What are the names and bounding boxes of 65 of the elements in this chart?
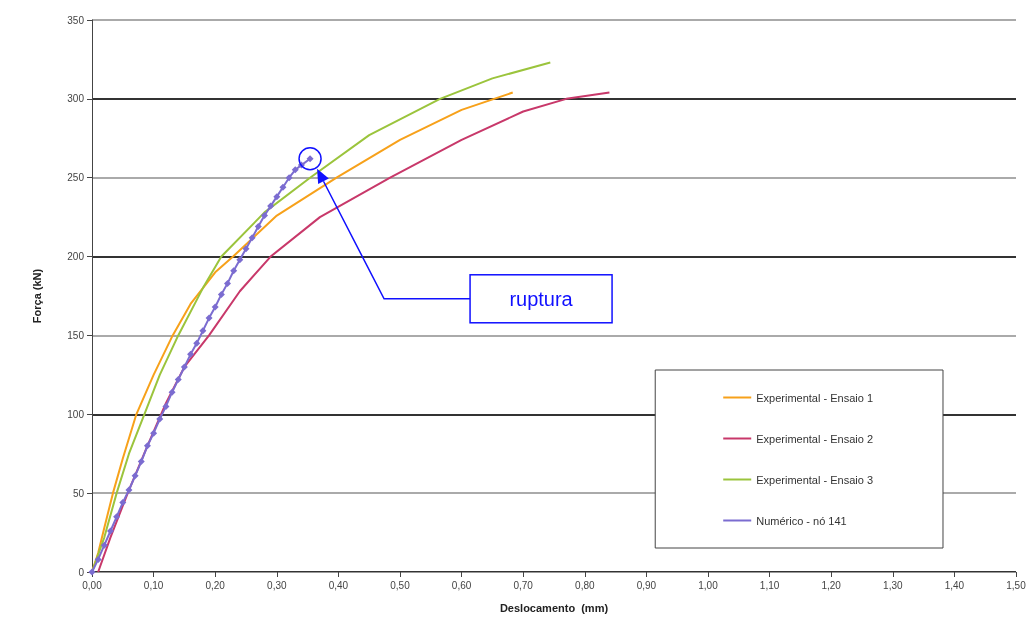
legend-label: Experimental - Ensaio 1 <box>756 391 873 404</box>
point <box>119 499 127 507</box>
y-tick-label: 200 <box>67 251 85 263</box>
point <box>150 429 158 437</box>
point <box>236 256 244 264</box>
point <box>180 363 188 371</box>
y-tick-label: 150 <box>67 329 85 341</box>
point <box>94 555 102 563</box>
point <box>267 202 275 210</box>
annotation: ruptura <box>509 287 574 310</box>
x-tick-label: 0,80 <box>575 579 595 591</box>
point <box>291 166 299 174</box>
point <box>162 402 170 410</box>
point <box>254 223 262 231</box>
point <box>168 388 176 396</box>
x-axis-title: Deslocamento (mm) <box>499 601 609 614</box>
point <box>217 290 225 298</box>
y-axis-title: Força (kN) <box>30 268 43 324</box>
y-tick-label: 300 <box>67 93 85 105</box>
point <box>187 350 195 358</box>
x-tick-label: 1,50 <box>1006 579 1027 591</box>
x-tick-label: 0,10 <box>143 579 164 591</box>
point <box>285 174 293 182</box>
x-tick-label: 0,30 <box>267 579 287 591</box>
point <box>106 527 114 535</box>
point <box>193 339 201 347</box>
x-tick-label: 0,90 <box>636 579 657 591</box>
x-tick-label: 0,50 <box>390 579 411 591</box>
x-tick-label: 0,00 <box>82 579 103 591</box>
point <box>131 472 139 480</box>
legend-label: Experimental - Ensaio 2 <box>756 432 873 445</box>
point <box>273 193 281 201</box>
x-tick-label: 1,40 <box>944 579 965 591</box>
point <box>260 212 268 220</box>
x-tick-label: 1,00 <box>698 579 719 591</box>
x-tick-label: 1,30 <box>883 579 903 591</box>
point <box>156 415 164 423</box>
point <box>113 513 121 521</box>
x-tick-label: 0,20 <box>205 579 226 591</box>
y-tick-label: 0 <box>78 566 85 578</box>
point <box>143 442 151 450</box>
x-tick-label: 0,60 <box>451 579 472 591</box>
y-tick-label: 50 <box>72 487 85 499</box>
point <box>125 486 133 494</box>
x-tick-label: 1,20 <box>821 579 842 591</box>
point <box>137 458 145 466</box>
line-series <box>97 91 611 573</box>
x-tick-label: 1,10 <box>759 579 780 591</box>
x-tick-label: 0,70 <box>513 579 534 591</box>
x-tick-label: 0,40 <box>328 579 349 591</box>
y-tick-label: 350 <box>67 14 85 26</box>
point <box>230 267 238 275</box>
point <box>100 541 108 549</box>
point <box>248 234 256 242</box>
point <box>199 327 207 335</box>
point <box>174 376 182 384</box>
point <box>205 314 213 322</box>
y-tick-label: 250 <box>67 172 85 184</box>
point <box>242 245 250 253</box>
legend-label: Numérico - nó 141 <box>756 514 847 527</box>
point <box>279 183 287 191</box>
legend-label: Experimental - Ensaio 3 <box>756 473 873 486</box>
y-tick-label: 100 <box>67 408 85 420</box>
point <box>211 303 219 311</box>
point <box>224 279 232 287</box>
